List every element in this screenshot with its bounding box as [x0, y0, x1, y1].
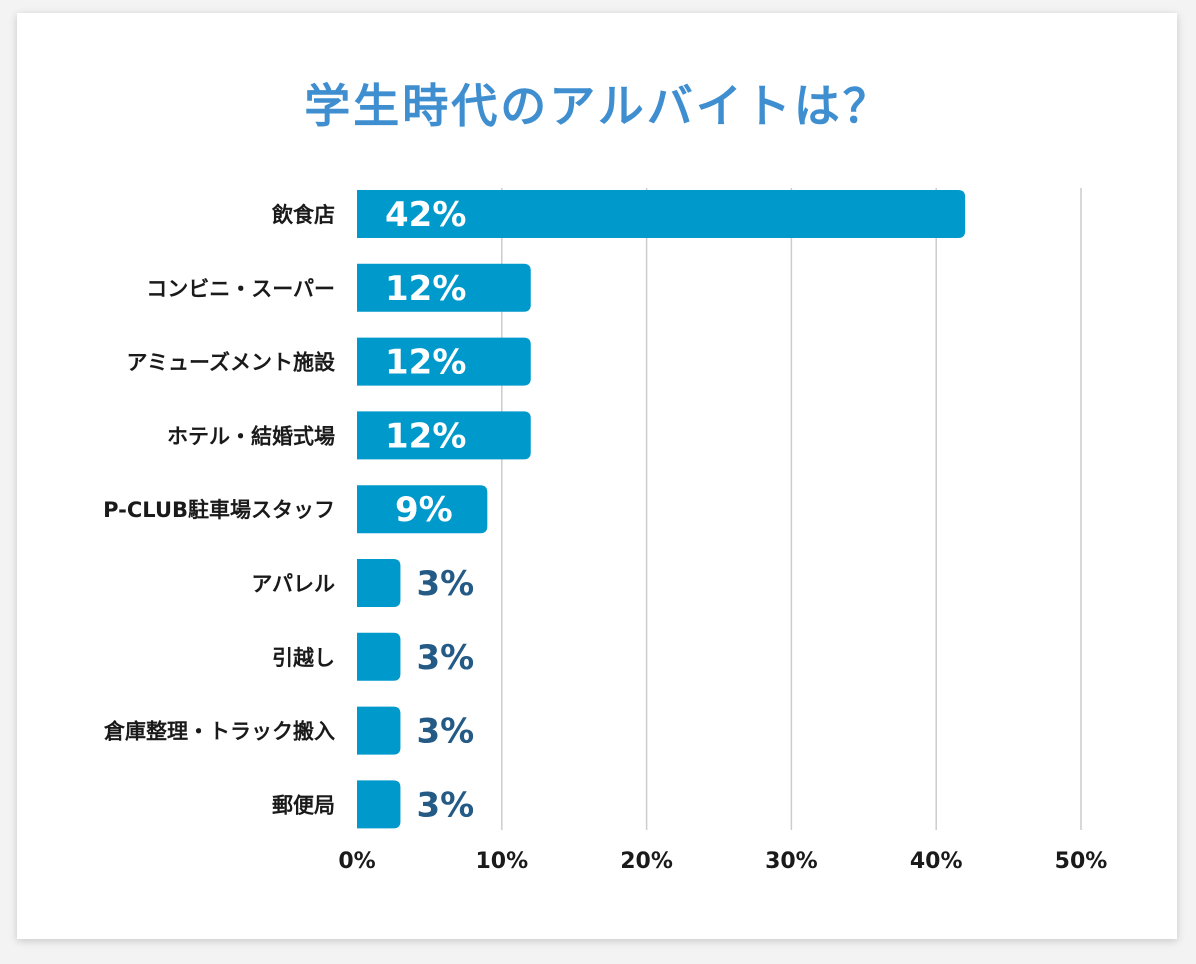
- bar: [357, 706, 401, 755]
- data-label: 42%: [385, 195, 466, 235]
- data-label: 12%: [385, 416, 466, 456]
- bars: 42% 12% 12% 12% 9% 3% 3% 3% 3%: [357, 190, 966, 829]
- category-label: アパレル: [251, 572, 335, 596]
- bar: [357, 632, 401, 681]
- x-tick-label: 40%: [910, 849, 963, 874]
- category-label: 倉庫整理・トラック搬入: [103, 720, 335, 744]
- data-label: 3%: [416, 712, 474, 752]
- category-label: 郵便局: [272, 793, 335, 817]
- category-label: 引越し: [272, 646, 335, 670]
- chart-title: 学生時代のアルバイトは？: [304, 79, 892, 133]
- category-label: P-CLUB駐車場スタッフ: [103, 498, 335, 522]
- bar: [357, 780, 401, 829]
- data-label: 9%: [395, 490, 453, 530]
- data-label: 3%: [416, 564, 474, 604]
- x-tick-label: 30%: [765, 849, 818, 874]
- bar: [357, 263, 531, 312]
- category-label: 飲食店: [271, 203, 335, 227]
- chart-card: [17, 13, 1177, 939]
- x-tick-label: 50%: [1055, 849, 1108, 874]
- bar: [357, 485, 488, 534]
- x-tick-label: 0%: [338, 849, 375, 874]
- x-tick-label: 20%: [620, 849, 673, 874]
- data-label: 12%: [385, 269, 466, 309]
- data-label: 3%: [416, 785, 474, 825]
- x-axis-ticks: 0% 10% 20% 30% 40% 50%: [338, 849, 1107, 874]
- bar: [357, 411, 531, 460]
- bar: [357, 337, 531, 386]
- category-label: ホテル・結婚式場: [167, 424, 335, 448]
- category-label: コンビニ・スーパー: [146, 277, 335, 301]
- bar: [357, 559, 401, 607]
- data-label: 3%: [416, 638, 474, 678]
- category-label: アミューズメント施設: [126, 351, 336, 375]
- x-tick-label: 10%: [475, 849, 528, 874]
- bar: [357, 190, 966, 238]
- data-label: 12%: [385, 343, 466, 383]
- grid-lines: [501, 188, 1082, 830]
